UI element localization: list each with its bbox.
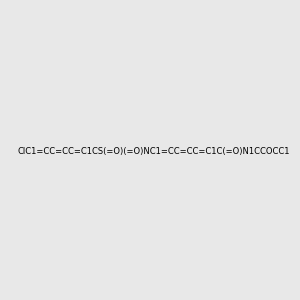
Text: ClC1=CC=CC=C1CS(=O)(=O)NC1=CC=CC=C1C(=O)N1CCOCC1: ClC1=CC=CC=C1CS(=O)(=O)NC1=CC=CC=C1C(=O)… (17, 147, 290, 156)
